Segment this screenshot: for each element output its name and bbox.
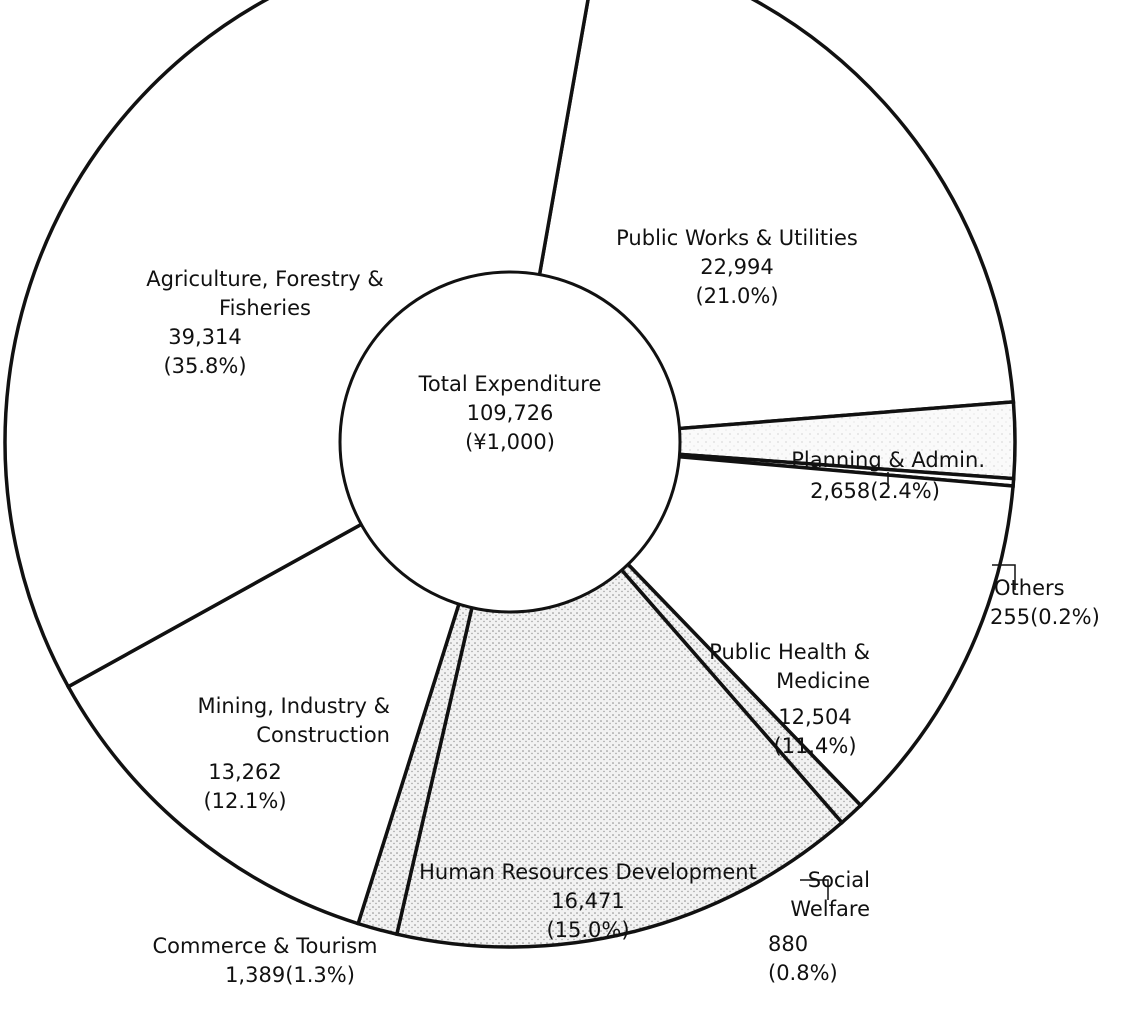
center-title: Total Expenditure bbox=[418, 372, 602, 396]
percent-label: (21.0%) bbox=[695, 284, 779, 308]
slice-value-label: 12,504 (11.4%) bbox=[740, 703, 890, 761]
slice-label: Human Resources Development 16,471 (15.0… bbox=[388, 858, 788, 945]
percent-label: (15.0%) bbox=[546, 918, 630, 942]
center-label: Total Expenditure 109,726 (¥1,000) bbox=[400, 370, 620, 457]
percent-label: (11.4%) bbox=[773, 734, 857, 758]
slice-value-label: 1,389(1.3%) bbox=[150, 961, 430, 990]
value-label: 39,314 bbox=[168, 325, 242, 349]
slice-value-label: 880 (0.8%) bbox=[768, 930, 868, 988]
slice-label: Mining, Industry & Construction bbox=[110, 692, 410, 750]
center-unit: (¥1,000) bbox=[465, 430, 555, 454]
value-label: 16,471 bbox=[551, 889, 625, 913]
percent-label: (35.8%) bbox=[163, 354, 247, 378]
slice-label: Social Welfare bbox=[770, 866, 870, 924]
category: Mining, Industry & Construction bbox=[197, 694, 390, 747]
category: Social Welfare bbox=[790, 868, 870, 921]
percent-label: (2.4%) bbox=[870, 479, 940, 503]
category: Others bbox=[994, 576, 1065, 600]
percent-label: (0.2%) bbox=[1030, 605, 1100, 629]
slice-label: Public Health & Medicine bbox=[670, 638, 870, 696]
slice-label: Agriculture, Forestry & Fisheries 39,314… bbox=[130, 265, 400, 381]
inner-circle bbox=[338, 270, 682, 614]
category: Commerce & Tourism bbox=[152, 934, 378, 958]
category: Public Health & Medicine bbox=[709, 640, 870, 693]
value-label: 12,504 bbox=[778, 705, 852, 729]
slice-value-label: 255(0.2%) bbox=[990, 603, 1120, 632]
slice bbox=[3, 0, 590, 690]
value-label: 13,262 bbox=[208, 760, 282, 784]
leader-line bbox=[800, 879, 829, 900]
slice-value-label: 13,262 (12.1%) bbox=[170, 758, 320, 816]
value-label: 2,658 bbox=[810, 479, 871, 503]
category: Agriculture, Forestry & Fisheries bbox=[146, 267, 384, 320]
percent-label: (12.1%) bbox=[203, 789, 287, 813]
value-label: 1,389 bbox=[225, 963, 286, 987]
value-label: 255 bbox=[990, 605, 1031, 629]
slice-value-label: 2,658(2.4%) bbox=[760, 477, 990, 506]
leader-line bbox=[992, 564, 1016, 590]
category: Public Works & Utilities bbox=[616, 226, 858, 250]
category: Planning & Admin. bbox=[791, 448, 985, 472]
slice-label: Commerce & Tourism bbox=[120, 932, 410, 961]
slice-label: Planning & Admin. bbox=[740, 446, 985, 475]
percent-label: (0.8%) bbox=[768, 961, 838, 985]
slice-label: Public Works & Utilities 22,994 (21.0%) bbox=[577, 224, 897, 311]
center-total: 109,726 bbox=[466, 401, 554, 425]
value-label: 22,994 bbox=[700, 255, 774, 279]
percent-label: (1.3%) bbox=[285, 963, 355, 987]
category: Human Resources Development bbox=[419, 860, 757, 884]
slice-label: Others bbox=[994, 574, 1114, 603]
value-label: 880 bbox=[768, 932, 809, 956]
